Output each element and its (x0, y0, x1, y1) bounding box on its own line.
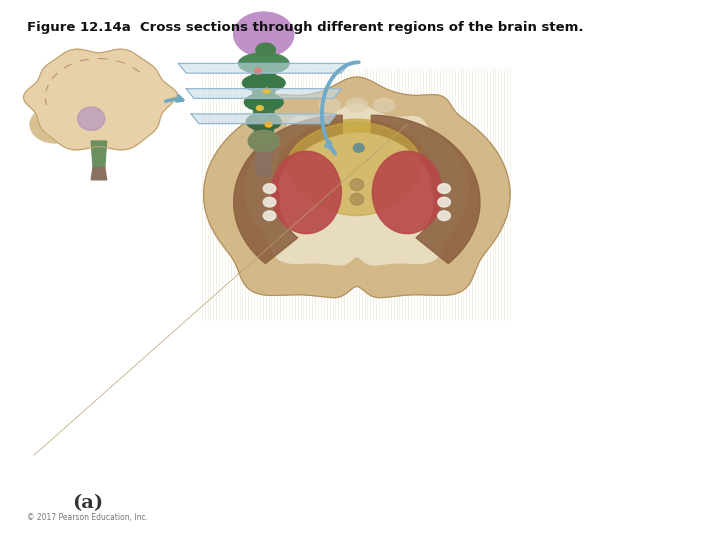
Text: © 2017 Pearson Education, Inc.: © 2017 Pearson Education, Inc. (27, 513, 148, 522)
Ellipse shape (246, 113, 282, 130)
Ellipse shape (438, 211, 451, 220)
Ellipse shape (264, 197, 276, 207)
Ellipse shape (350, 179, 364, 191)
Ellipse shape (265, 122, 272, 127)
Ellipse shape (438, 184, 451, 193)
Polygon shape (91, 141, 107, 167)
Polygon shape (372, 115, 480, 264)
Polygon shape (245, 104, 469, 265)
Ellipse shape (438, 197, 451, 207)
Ellipse shape (372, 151, 442, 234)
Ellipse shape (354, 144, 364, 152)
Ellipse shape (255, 69, 261, 74)
Polygon shape (297, 146, 417, 224)
Ellipse shape (238, 53, 289, 74)
Ellipse shape (78, 107, 104, 130)
Text: Figure 12.14a  Cross sections through different regions of the brain stem.: Figure 12.14a Cross sections through dif… (27, 21, 584, 34)
Ellipse shape (264, 184, 276, 193)
Polygon shape (279, 133, 430, 240)
Polygon shape (234, 115, 342, 264)
Ellipse shape (264, 211, 276, 220)
Ellipse shape (373, 98, 395, 112)
Polygon shape (179, 64, 349, 73)
Ellipse shape (234, 12, 294, 57)
Polygon shape (278, 119, 428, 226)
Ellipse shape (256, 106, 264, 111)
Ellipse shape (350, 193, 364, 205)
Polygon shape (186, 89, 341, 98)
Ellipse shape (256, 43, 275, 57)
Ellipse shape (271, 151, 341, 234)
Polygon shape (24, 49, 179, 150)
Polygon shape (255, 149, 272, 176)
Polygon shape (204, 77, 510, 298)
Polygon shape (191, 114, 336, 124)
Ellipse shape (264, 88, 270, 93)
Ellipse shape (319, 98, 341, 112)
Polygon shape (251, 53, 276, 152)
Text: (a): (a) (72, 494, 103, 512)
Polygon shape (287, 123, 421, 215)
Ellipse shape (346, 98, 367, 112)
Ellipse shape (30, 106, 81, 143)
Ellipse shape (244, 93, 283, 111)
Ellipse shape (248, 130, 279, 152)
Ellipse shape (243, 74, 285, 92)
Polygon shape (91, 167, 107, 180)
